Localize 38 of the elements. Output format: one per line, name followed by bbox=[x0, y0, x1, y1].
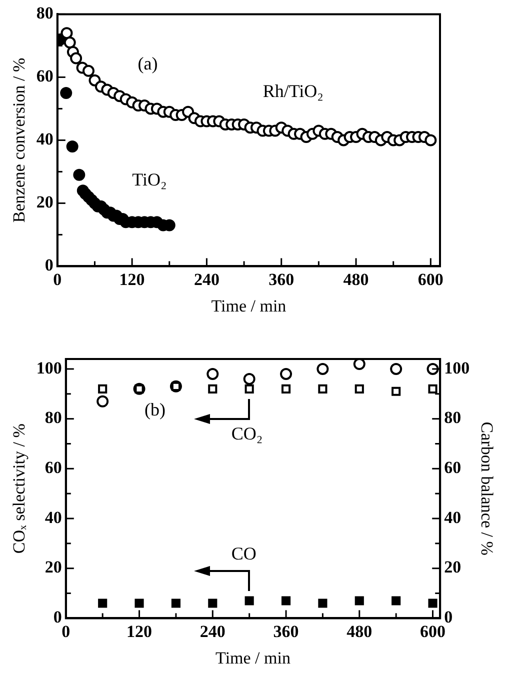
x-tick-label: 360 bbox=[268, 270, 294, 289]
y-tick-label: 60 bbox=[44, 458, 62, 478]
y2-tick-label: 20 bbox=[444, 558, 462, 577]
y-tick-label: 80 bbox=[36, 4, 54, 23]
y-axis-title: Benzene conversion / % bbox=[10, 58, 29, 223]
series-label: TiO₂ bbox=[132, 169, 167, 190]
y-tick-label: 80 bbox=[44, 408, 62, 428]
x-tick-label: 480 bbox=[343, 270, 369, 289]
x-tick-label: 240 bbox=[200, 622, 226, 641]
y2-tick-label: 0 bbox=[444, 608, 453, 627]
x-axis-title: Time / min bbox=[216, 648, 291, 668]
y2-axis-title: Carbon balance / % bbox=[477, 422, 496, 556]
x-axis-title: Time / min bbox=[211, 296, 287, 316]
y-tick-label: 20 bbox=[36, 192, 54, 212]
x-tick-label: 360 bbox=[273, 622, 299, 641]
y2-tick-label: 40 bbox=[444, 508, 462, 527]
x-tick-label: 480 bbox=[346, 622, 372, 641]
series-label: Rh/TiO₂ bbox=[262, 81, 324, 102]
x-tick-label: 240 bbox=[194, 270, 220, 289]
x-tick-label: 600 bbox=[418, 270, 444, 289]
y-axis-title: COₓ selectivity / % bbox=[10, 424, 29, 554]
y-tick-label: 60 bbox=[36, 66, 54, 86]
y-tick-label: 100 bbox=[36, 358, 62, 378]
y-tick-label: 0 bbox=[53, 608, 62, 627]
y-tick-label: 40 bbox=[44, 508, 62, 527]
x-tick-label: 120 bbox=[119, 270, 145, 289]
y-tick-label: 0 bbox=[44, 256, 54, 275]
y2-tick-label: 100 bbox=[444, 358, 470, 378]
annotation: (a) bbox=[138, 53, 158, 74]
y-tick-label: 40 bbox=[36, 130, 54, 149]
annotation: (b) bbox=[144, 400, 166, 420]
series-label: CO bbox=[231, 543, 256, 564]
y2-tick-label: 80 bbox=[444, 408, 462, 428]
x-tick-label: 600 bbox=[420, 622, 446, 641]
legend-label: CO₂ bbox=[231, 424, 263, 444]
x-tick-label: 120 bbox=[126, 622, 152, 641]
y2-tick-label: 60 bbox=[444, 458, 462, 478]
y-tick-label: 20 bbox=[44, 558, 62, 577]
